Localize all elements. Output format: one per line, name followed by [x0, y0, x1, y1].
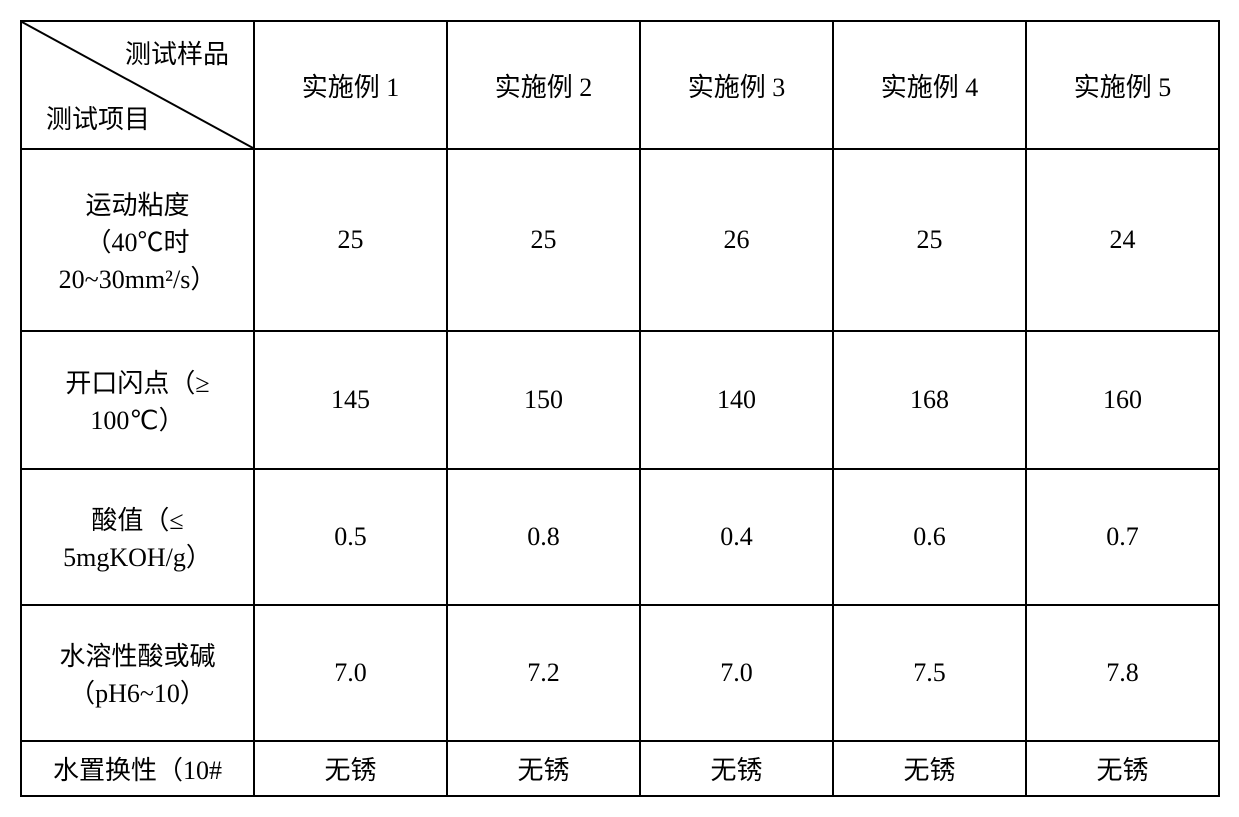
header-bottom-label: 测试项目 [46, 99, 150, 136]
table-cell: 25 [254, 149, 447, 331]
table-cell: 无锈 [1026, 741, 1219, 796]
table-cell: 25 [447, 149, 640, 331]
table-cell: 0.6 [833, 469, 1026, 605]
row-label-line: 水溶性酸或碱 [26, 636, 249, 673]
table-cell: 24 [1026, 149, 1219, 331]
table-row: 水置换性（10# 无锈 无锈 无锈 无锈 无锈 [21, 741, 1219, 796]
column-header: 实施例 4 [833, 21, 1026, 149]
test-results-table: 测试样品 测试项目 实施例 1 实施例 2 实施例 3 实施例 4 实施例 5 … [20, 20, 1220, 797]
row-label-line: 酸值（≤ [26, 500, 249, 537]
table-cell: 0.4 [640, 469, 833, 605]
table-cell: 无锈 [447, 741, 640, 796]
row-label-line: 运动粘度 [26, 185, 249, 222]
table-cell: 无锈 [640, 741, 833, 796]
row-label-line: 20~30mm²/s） [26, 259, 249, 296]
column-header: 实施例 2 [447, 21, 640, 149]
row-label: 开口闪点（≥ 100℃） [21, 331, 254, 469]
table-cell: 145 [254, 331, 447, 469]
table-cell: 140 [640, 331, 833, 469]
header-top-label: 测试样品 [125, 34, 229, 71]
row-label-line: （40℃时 [26, 222, 249, 259]
table-header-row: 测试样品 测试项目 实施例 1 实施例 2 实施例 3 实施例 4 实施例 5 [21, 21, 1219, 149]
row-label: 运动粘度 （40℃时 20~30mm²/s） [21, 149, 254, 331]
diagonal-header-cell: 测试样品 测试项目 [21, 21, 254, 149]
data-table-container: 测试样品 测试项目 实施例 1 实施例 2 实施例 3 实施例 4 实施例 5 … [20, 20, 1219, 797]
table-cell: 7.0 [254, 605, 447, 741]
row-label: 水置换性（10# [21, 741, 254, 796]
row-label-line: 水置换性（10# [26, 750, 249, 787]
row-label-line: 开口闪点（≥ [26, 363, 249, 400]
table-cell: 7.0 [640, 605, 833, 741]
table-row: 运动粘度 （40℃时 20~30mm²/s） 25 25 26 25 24 [21, 149, 1219, 331]
table-cell: 25 [833, 149, 1026, 331]
column-header: 实施例 5 [1026, 21, 1219, 149]
row-label-line: 100℃） [26, 400, 249, 437]
table-cell: 168 [833, 331, 1026, 469]
row-label: 水溶性酸或碱 （pH6~10） [21, 605, 254, 741]
row-label: 酸值（≤ 5mgKOH/g） [21, 469, 254, 605]
table-row: 水溶性酸或碱 （pH6~10） 7.0 7.2 7.0 7.5 7.8 [21, 605, 1219, 741]
table-row: 酸值（≤ 5mgKOH/g） 0.5 0.8 0.4 0.6 0.7 [21, 469, 1219, 605]
table-cell: 7.8 [1026, 605, 1219, 741]
table-cell: 7.2 [447, 605, 640, 741]
table-cell: 150 [447, 331, 640, 469]
table-cell: 无锈 [254, 741, 447, 796]
table-row: 开口闪点（≥ 100℃） 145 150 140 168 160 [21, 331, 1219, 469]
column-header: 实施例 1 [254, 21, 447, 149]
table-cell: 无锈 [833, 741, 1026, 796]
column-header: 实施例 3 [640, 21, 833, 149]
row-label-line: （pH6~10） [26, 673, 249, 710]
table-cell: 7.5 [833, 605, 1026, 741]
table-cell: 26 [640, 149, 833, 331]
row-label-line: 5mgKOH/g） [26, 537, 249, 574]
table-cell: 0.7 [1026, 469, 1219, 605]
table-cell: 0.8 [447, 469, 640, 605]
table-cell: 0.5 [254, 469, 447, 605]
table-cell: 160 [1026, 331, 1219, 469]
